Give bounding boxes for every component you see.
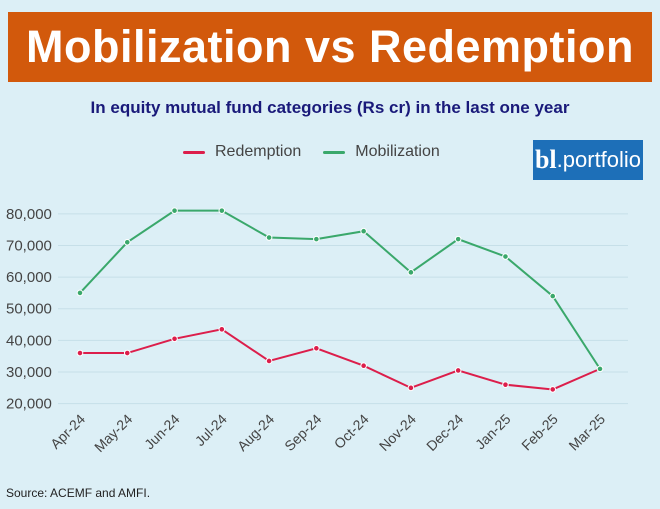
data-point-mobilization <box>454 235 462 243</box>
x-tick-label: Feb-25 <box>518 411 561 454</box>
x-tick-label: Apr-24 <box>47 411 88 452</box>
source-note: Source: ACEMF and AMFI. <box>6 486 151 500</box>
data-point-redemption <box>171 335 178 343</box>
data-point-mobilization <box>123 238 131 246</box>
legend: Redemption Mobilization <box>183 143 462 161</box>
data-point-redemption <box>76 349 84 357</box>
x-tick-label: May-24 <box>91 411 135 455</box>
legend-label-mobilization: Mobilization <box>355 143 440 160</box>
data-point-redemption <box>454 367 462 374</box>
legend-label-redemption: Redemption <box>215 143 302 160</box>
x-tick-label: Aug-24 <box>234 411 277 454</box>
x-tick-label: Jul-24 <box>192 411 230 449</box>
y-tick-label: 80,000 <box>6 206 52 223</box>
legend-item-redemption: Redemption <box>183 143 301 161</box>
chart-subtitle: In equity mutual fund categories (Rs cr)… <box>90 98 570 117</box>
logo-light-text: portfolio <box>562 147 642 172</box>
data-point-redemption <box>407 384 415 392</box>
data-point-mobilization <box>313 235 320 243</box>
data-point-redemption <box>313 344 320 352</box>
legend-swatch-mobilization <box>323 150 346 154</box>
data-point-mobilization <box>265 234 273 241</box>
brand-logo: bl. portfolio <box>533 140 643 180</box>
x-tick-label: Mar-25 <box>565 411 608 454</box>
title-banner: Mobilization vs Redemption <box>8 12 652 82</box>
series-line-mobilization <box>79 209 601 370</box>
data-point-redemption <box>123 349 131 357</box>
data-point-mobilization <box>218 207 226 214</box>
data-point-mobilization <box>596 365 604 373</box>
data-point-redemption <box>502 381 509 388</box>
y-tick-label: 20,000 <box>6 396 52 413</box>
data-point-redemption <box>265 357 273 365</box>
data-point-mobilization <box>407 269 415 276</box>
x-tick-label: Sep-24 <box>281 411 324 454</box>
chart-title: Mobilization vs Redemption <box>25 21 635 72</box>
y-tick-label: 50,000 <box>6 301 52 318</box>
data-point-mobilization <box>502 253 509 260</box>
data-point-redemption <box>218 326 226 333</box>
data-point-mobilization <box>171 207 178 214</box>
x-tick-label: Jan-25 <box>472 411 514 453</box>
y-tick-label: 60,000 <box>6 269 52 286</box>
data-point-redemption <box>549 386 557 393</box>
data-point-mobilization <box>549 292 557 300</box>
legend-item-mobilization: Mobilization <box>323 143 440 161</box>
y-tick-label: 30,000 <box>6 364 52 381</box>
x-tick-label: Nov-24 <box>376 411 419 454</box>
x-tick-label: Oct-24 <box>331 411 372 452</box>
series-line-redemption <box>80 328 601 391</box>
y-tick-label: 40,000 <box>6 332 52 349</box>
logo-bold-text: bl <box>534 145 557 174</box>
x-tick-label: Dec-24 <box>423 411 466 454</box>
data-point-mobilization <box>76 289 84 297</box>
data-point-redemption <box>360 362 367 370</box>
logo-dot: . <box>556 147 563 172</box>
x-tick-label: Jun-24 <box>141 411 183 453</box>
data-point-mobilization <box>360 227 367 235</box>
legend-swatch-redemption <box>183 150 205 154</box>
y-tick-label: 70,000 <box>6 237 52 254</box>
